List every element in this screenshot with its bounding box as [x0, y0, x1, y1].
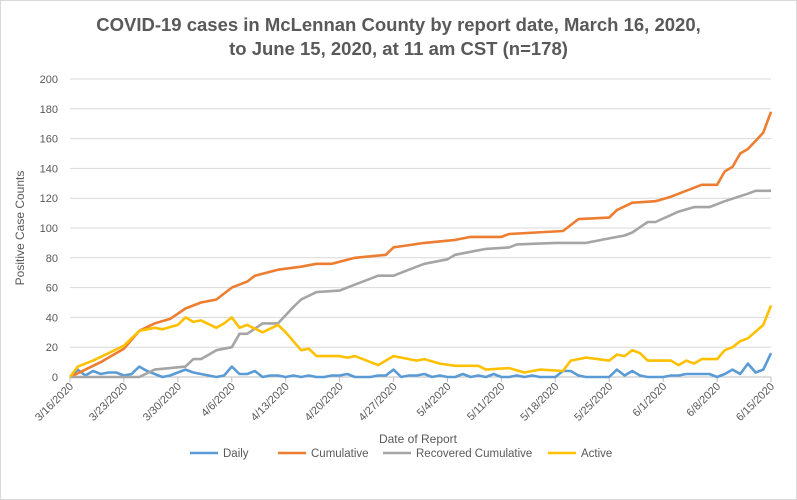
- x-tick-label: 5/11/2020: [465, 381, 508, 424]
- y-tick-label: 60: [46, 283, 58, 295]
- y-axis-label: Positive Case Counts: [13, 171, 27, 286]
- y-tick-label: 140: [40, 163, 58, 175]
- x-tick-label: 4/27/2020: [357, 381, 400, 424]
- y-tick-label: 160: [40, 134, 58, 146]
- legend-item-daily: Daily: [190, 448, 249, 460]
- legend-label: Recovered Cumulative: [416, 448, 532, 460]
- x-tick-label: 5/25/2020: [572, 381, 615, 424]
- y-tick-label: 20: [46, 342, 58, 354]
- y-tick-label: 200: [40, 74, 58, 86]
- x-tick-label: 4/6/2020: [199, 381, 238, 420]
- series-line-cumulative: [69, 111, 773, 379]
- x-tick-label: 3/23/2020: [87, 381, 130, 424]
- y-tick-label: 0: [52, 372, 58, 384]
- x-axis-label: Date of Report: [379, 432, 458, 446]
- legend-item-active: Active: [548, 448, 612, 460]
- x-tick-label: 3/30/2020: [141, 381, 184, 424]
- y-tick-label: 80: [46, 253, 58, 265]
- y-tick-label: 100: [40, 223, 58, 235]
- y-tick-label: 180: [40, 104, 58, 116]
- legend-item-cumulative: Cumulative: [278, 448, 369, 460]
- legend-label: Daily: [223, 448, 249, 460]
- series-line-active: [68, 305, 773, 378]
- chart-title-line-1: COVID-19 cases in McLennan County by rep…: [96, 14, 701, 35]
- series-line-daily: [69, 352, 773, 379]
- x-tick-label: 5/4/2020: [415, 381, 454, 420]
- x-tick-label: 6/15/2020: [734, 381, 777, 424]
- chart-title-line-2: to June 15, 2020, at 11 am CST (n=178): [229, 38, 568, 59]
- x-tick-label: 6/8/2020: [684, 381, 723, 420]
- legend-item-recovered-cumulative: Recovered Cumulative: [383, 448, 532, 460]
- y-tick-label: 120: [40, 193, 58, 205]
- x-tick-label: 3/16/2020: [33, 381, 76, 424]
- y-tick-label: 40: [46, 312, 58, 324]
- legend-label: Cumulative: [311, 448, 369, 460]
- x-tick-label: 5/18/2020: [518, 381, 561, 424]
- series-line-recovered-cumulative: [70, 189, 771, 379]
- x-tick-label: 4/13/2020: [249, 381, 292, 424]
- x-tick-label: 6/1/2020: [631, 381, 670, 420]
- legend-label: Active: [581, 448, 612, 460]
- x-tick-label: 4/20/2020: [303, 381, 346, 424]
